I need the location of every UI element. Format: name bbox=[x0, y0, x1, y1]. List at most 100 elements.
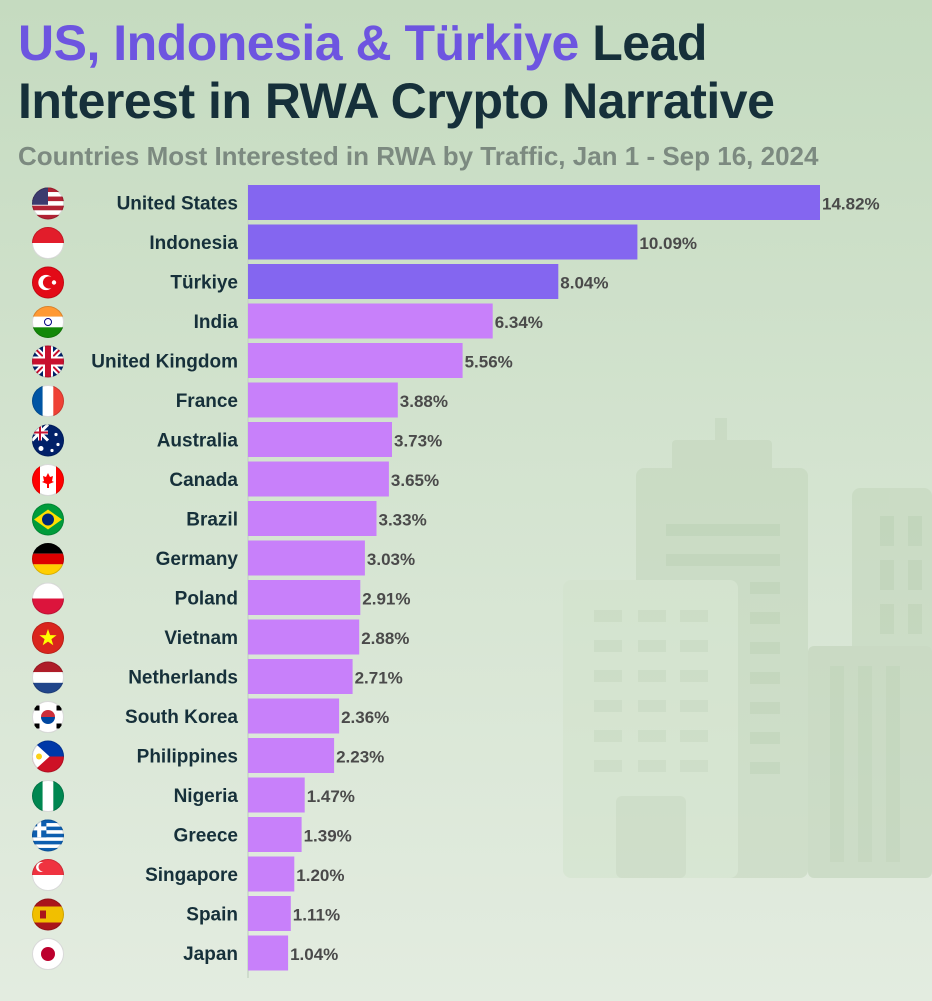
bar-row: Netherlands 2.71% bbox=[32, 659, 403, 694]
nigeria-flag-icon bbox=[32, 780, 64, 812]
bar bbox=[248, 777, 305, 813]
uk-flag-icon bbox=[32, 345, 64, 378]
value-label: 5.56% bbox=[465, 353, 513, 372]
category-label: United Kingdom bbox=[91, 352, 238, 373]
bar bbox=[248, 817, 302, 852]
brazil-flag-icon bbox=[32, 503, 64, 536]
australia-flag-icon bbox=[32, 424, 64, 457]
bar-row: Singapore 1.20% bbox=[32, 856, 345, 892]
bar-row: Vietnam 2.88% bbox=[32, 619, 409, 655]
bar bbox=[248, 619, 360, 655]
value-label: 3.03% bbox=[367, 550, 415, 569]
category-label: Netherlands bbox=[128, 668, 238, 689]
bar-row: United States 14.82% bbox=[32, 185, 880, 220]
bar-row: Indonesia 10.09% bbox=[32, 224, 697, 260]
bar bbox=[248, 185, 820, 220]
vietnam-flag-icon bbox=[32, 622, 64, 654]
category-label: France bbox=[176, 391, 238, 412]
category-label: Germany bbox=[156, 549, 239, 570]
bar-row: India 6.34% bbox=[32, 303, 543, 339]
category-label: Poland bbox=[175, 589, 238, 610]
value-label: 2.91% bbox=[362, 590, 410, 609]
france-flag-icon bbox=[32, 385, 64, 417]
philippines-flag-icon bbox=[32, 740, 64, 773]
category-label: Vietnam bbox=[164, 628, 238, 649]
category-label: Brazil bbox=[186, 510, 238, 531]
indonesia-flag-icon bbox=[32, 227, 64, 259]
singapore-flag-icon bbox=[32, 859, 64, 891]
bar bbox=[248, 501, 377, 536]
india-flag-icon bbox=[32, 306, 64, 338]
category-label: Greece bbox=[174, 826, 238, 847]
category-label: South Korea bbox=[125, 707, 238, 728]
category-label: Nigeria bbox=[174, 786, 239, 807]
value-label: 1.20% bbox=[296, 866, 344, 885]
category-label: Canada bbox=[169, 470, 238, 491]
germany-flag-icon bbox=[32, 543, 64, 575]
bar bbox=[248, 382, 398, 418]
bar-row: Japan 1.04% bbox=[32, 935, 338, 971]
bar-row: Nigeria 1.47% bbox=[32, 777, 355, 813]
bar bbox=[248, 264, 559, 299]
value-label: 3.88% bbox=[400, 392, 448, 411]
category-label: United States bbox=[117, 194, 238, 215]
value-label: 10.09% bbox=[639, 234, 697, 253]
value-label: 1.04% bbox=[290, 945, 338, 964]
bar bbox=[248, 540, 365, 576]
value-label: 1.39% bbox=[304, 827, 352, 846]
value-label: 2.88% bbox=[361, 629, 409, 648]
category-label: Türkiye bbox=[170, 273, 238, 294]
category-label: Philippines bbox=[137, 747, 238, 768]
category-label: Indonesia bbox=[149, 233, 238, 254]
greece-flag-icon bbox=[32, 819, 64, 852]
value-label: 2.71% bbox=[355, 669, 403, 688]
category-label: Spain bbox=[186, 905, 238, 926]
bar bbox=[248, 935, 289, 971]
bar bbox=[248, 896, 291, 931]
value-label: 8.04% bbox=[560, 274, 608, 293]
bar bbox=[248, 738, 335, 773]
chart-subtitle: Countries Most Interested in RWA by Traf… bbox=[18, 141, 819, 171]
value-label: 2.36% bbox=[341, 708, 389, 727]
category-label: Japan bbox=[183, 944, 238, 965]
bar-row: Türkiye 8.04% bbox=[32, 264, 609, 299]
spain-flag-icon bbox=[32, 898, 64, 931]
value-label: 2.23% bbox=[336, 748, 384, 767]
bar-row: South Korea 2.36% bbox=[32, 698, 389, 734]
turkiye-flag-icon bbox=[32, 266, 64, 299]
value-label: 3.65% bbox=[391, 471, 439, 490]
bar bbox=[248, 303, 493, 339]
canada-flag-icon bbox=[32, 464, 64, 496]
category-label: Singapore bbox=[145, 865, 238, 886]
japan-flag-icon bbox=[32, 938, 64, 970]
bar-row: Spain 1.11% bbox=[32, 896, 340, 931]
bar-row: Greece 1.39% bbox=[32, 817, 352, 852]
bar bbox=[248, 422, 392, 457]
bar-row: Poland 2.91% bbox=[32, 580, 411, 615]
title-line2: Interest in RWA Crypto Narrative bbox=[18, 73, 775, 129]
value-label: 14.82% bbox=[822, 195, 880, 214]
bar bbox=[248, 856, 295, 892]
value-label: 6.34% bbox=[495, 313, 543, 332]
value-label: 3.33% bbox=[379, 511, 427, 530]
bar-row: United Kingdom 5.56% bbox=[32, 343, 513, 378]
category-label: Australia bbox=[157, 431, 239, 452]
us-flag-icon bbox=[32, 187, 64, 220]
title-highlight: US, Indonesia & Türkiye bbox=[18, 15, 579, 71]
bar bbox=[248, 224, 638, 260]
bar-row: France 3.88% bbox=[32, 382, 448, 418]
bar bbox=[248, 659, 353, 694]
bar bbox=[248, 461, 389, 497]
bar bbox=[248, 698, 340, 734]
bar-row: Germany 3.03% bbox=[32, 540, 415, 576]
bar-row: Canada 3.65% bbox=[32, 461, 439, 497]
netherlands-flag-icon bbox=[32, 661, 64, 694]
bar-row: Australia 3.73% bbox=[32, 422, 442, 457]
chart-title: US, Indonesia & Türkiye Lead Interest in … bbox=[18, 14, 775, 130]
bar-row: Brazil 3.33% bbox=[32, 501, 427, 536]
value-label: 1.11% bbox=[293, 906, 340, 925]
bar-row: Philippines 2.23% bbox=[32, 738, 384, 773]
title-rest: Lead bbox=[578, 15, 707, 71]
